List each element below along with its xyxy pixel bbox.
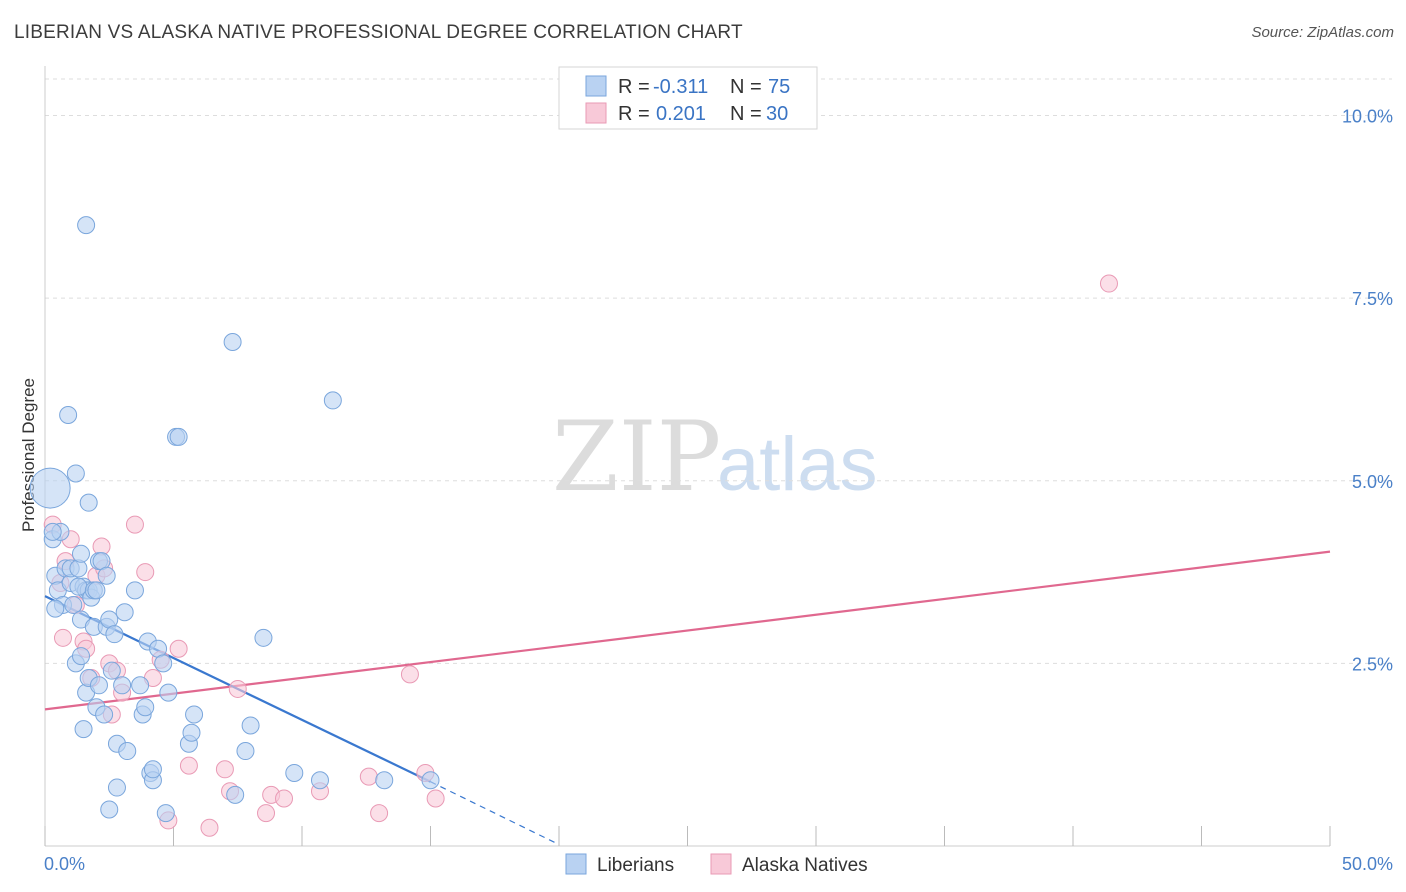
liberian-point-61 <box>182 723 201 742</box>
liberian-point-73 <box>43 522 62 541</box>
liberian-point-49 <box>136 698 155 717</box>
correlation-legend: R = -0.311 N = 75 R = 0.201 N = 30 <box>558 66 818 130</box>
bottom-legend-swatch-liberians <box>565 853 587 875</box>
liberian-point-12 <box>69 559 88 578</box>
liberian-point-30 <box>89 676 108 695</box>
y-tick-label-1: 5.0% <box>1352 472 1393 492</box>
liberian-point-69 <box>310 771 329 790</box>
liberian-point-71 <box>375 771 394 790</box>
liberian-point-14 <box>71 544 90 563</box>
liberian-point-59 <box>169 427 188 446</box>
liberian-point-70 <box>323 391 342 410</box>
liberian-point-25 <box>79 493 98 512</box>
liberian-point-13 <box>71 647 90 666</box>
liberian-point-24 <box>77 216 96 235</box>
gridlines <box>45 78 1392 664</box>
liberian-point-42 <box>107 778 126 797</box>
liberian-point-44 <box>115 603 134 622</box>
watermark-atlas: atlas <box>717 422 878 507</box>
source-credit: Source: ZipAtlas.com <box>1251 24 1394 41</box>
liberians-points <box>29 216 440 823</box>
liberian-point-67 <box>254 628 273 647</box>
liberian-point-18 <box>66 464 85 483</box>
alaska-point-31 <box>359 767 378 786</box>
alaska-natives-points <box>43 274 1118 837</box>
series-legend: Liberians Alaska Natives <box>565 853 868 876</box>
legend-r-value-1: -0.311 <box>653 76 708 98</box>
liberian-point-45 <box>118 742 137 761</box>
legend-n-label-2: N = <box>730 103 762 125</box>
liberian-point-72 <box>421 771 440 790</box>
liberian-point-56 <box>156 804 175 823</box>
alaska-trendline <box>44 550 1331 711</box>
legend-r-value-2: 0.201 <box>656 103 706 125</box>
liberian-point-7 <box>59 406 78 425</box>
x-tick-label-0: 0.0% <box>44 854 85 874</box>
liberian-point-53 <box>143 760 162 779</box>
alaska-point-27 <box>257 804 276 823</box>
alaska-point-24 <box>215 760 234 779</box>
alaska-point-23 <box>200 818 219 837</box>
legend-n-value-2: 30 <box>766 103 788 125</box>
y-tick-label-2: 7.5% <box>1352 289 1393 309</box>
liberian-point-40 <box>105 625 124 644</box>
alaska-point-33 <box>400 665 419 684</box>
legend-r-label-2: R = <box>618 103 650 125</box>
bottom-legend-liberians: Liberians <box>597 855 674 876</box>
liberian-point-37 <box>100 800 119 819</box>
tick-labels: 2.5% 5.0% 7.5% 10.0% 0.0% 50.0% <box>44 107 1393 874</box>
y-axis-label: Professional Degree <box>19 378 38 532</box>
bottom-legend-alaska: Alaska Natives <box>742 855 868 876</box>
chart-title: LIBERIAN VS ALASKA NATIVE PROFESSIONAL D… <box>14 22 743 43</box>
liberian-point-46 <box>125 581 144 600</box>
y-tick-label-3: 10.0% <box>1342 107 1393 127</box>
liberian-point-31 <box>87 581 106 600</box>
liberian-point-47 <box>131 676 150 695</box>
liberian-point-35 <box>97 566 116 585</box>
alaska-point-2 <box>53 628 72 647</box>
liberian-point-43 <box>113 676 132 695</box>
x-tick-label-1: 50.0% <box>1342 854 1393 874</box>
liberian-point-10 <box>64 595 83 614</box>
liberian-point-34 <box>95 705 114 724</box>
liberian-point-63 <box>223 332 242 351</box>
watermark-zip: ZIP <box>552 401 721 513</box>
liberian-point-68 <box>285 763 304 782</box>
alaska-point-36 <box>1099 274 1118 293</box>
alaska-point-29 <box>275 789 294 808</box>
liberian-point-39 <box>102 661 121 680</box>
y-tick-label-0: 2.5% <box>1352 654 1393 674</box>
bottom-legend-swatch-alaska <box>710 853 732 875</box>
alaska-point-22 <box>179 756 198 775</box>
liberian-point-21 <box>74 720 93 739</box>
alaska-point-26 <box>228 679 247 698</box>
alaska-point-32 <box>370 804 389 823</box>
liberians-trendline-extension <box>430 781 560 846</box>
liberian-point-57 <box>159 683 178 702</box>
liberian-point-64 <box>226 785 245 804</box>
alaska-point-17 <box>136 563 155 582</box>
liberian-point-55 <box>154 654 173 673</box>
liberian-point-62 <box>185 705 204 724</box>
liberian-point-0 <box>29 467 71 509</box>
liberian-point-66 <box>241 716 260 735</box>
alaska-point-35 <box>426 789 445 808</box>
legend-r-label-1: R = <box>618 76 650 98</box>
alaska-point-21 <box>169 639 188 658</box>
liberian-point-65 <box>236 742 255 761</box>
legend-swatch-alaska <box>585 102 607 124</box>
liberian-point-74 <box>46 599 65 618</box>
legend-n-label-1: N = <box>730 76 762 98</box>
alaska-point-16 <box>125 515 144 534</box>
legend-n-value-1: 75 <box>768 76 790 98</box>
legend-swatch-liberians <box>585 75 607 97</box>
axes <box>44 66 1331 847</box>
